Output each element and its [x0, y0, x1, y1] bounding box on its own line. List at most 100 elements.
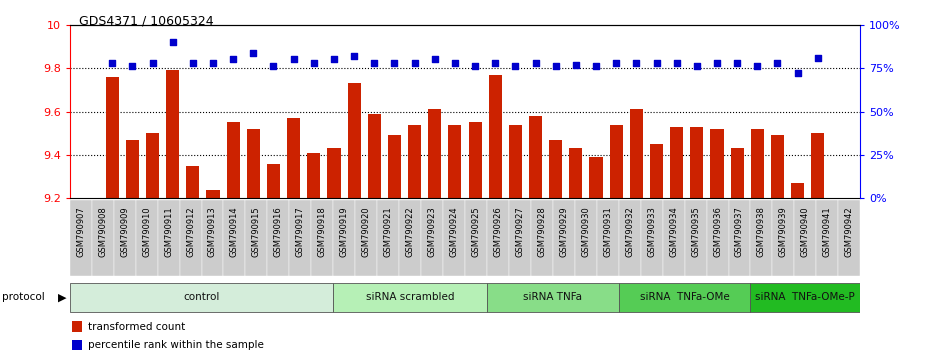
- Point: [710, 60, 724, 66]
- Point: [508, 64, 523, 69]
- Bar: [728, 200, 751, 276]
- Point: [549, 64, 564, 69]
- Text: GSM790909: GSM790909: [120, 206, 129, 257]
- Text: GSM790939: GSM790939: [779, 206, 788, 257]
- Bar: [388, 135, 401, 198]
- Point: [488, 60, 503, 66]
- Point: [125, 64, 140, 69]
- Text: GDS4371 / 10605324: GDS4371 / 10605324: [79, 14, 214, 27]
- Point: [246, 50, 260, 55]
- Bar: [202, 200, 223, 276]
- Bar: [428, 109, 442, 198]
- Bar: [610, 125, 623, 198]
- Point: [468, 64, 483, 69]
- Text: GSM790919: GSM790919: [339, 206, 349, 257]
- Bar: [671, 127, 684, 198]
- Bar: [72, 321, 82, 332]
- Bar: [552, 200, 575, 276]
- Text: GSM790926: GSM790926: [494, 206, 502, 257]
- Bar: [378, 200, 399, 276]
- Bar: [355, 200, 378, 276]
- Bar: [448, 125, 461, 198]
- Point: [206, 60, 220, 66]
- Bar: [707, 200, 728, 276]
- Text: percentile rank within the sample: percentile rank within the sample: [88, 341, 264, 350]
- Bar: [327, 148, 340, 198]
- Bar: [575, 200, 597, 276]
- Text: GSM790938: GSM790938: [757, 206, 766, 257]
- Bar: [488, 75, 502, 198]
- Bar: [509, 200, 531, 276]
- Text: GSM790908: GSM790908: [99, 206, 107, 257]
- FancyBboxPatch shape: [487, 283, 618, 312]
- Bar: [817, 200, 838, 276]
- Text: siRNA TNFa: siRNA TNFa: [524, 292, 582, 302]
- Bar: [399, 200, 421, 276]
- Bar: [312, 200, 333, 276]
- Bar: [838, 200, 860, 276]
- Point: [689, 64, 704, 69]
- Point: [528, 60, 543, 66]
- Bar: [206, 189, 219, 198]
- Text: GSM790913: GSM790913: [208, 206, 217, 257]
- Point: [730, 60, 745, 66]
- Bar: [618, 200, 641, 276]
- Bar: [811, 133, 824, 198]
- Point: [649, 60, 664, 66]
- Text: GSM790925: GSM790925: [472, 206, 481, 257]
- Text: ▶: ▶: [58, 292, 66, 302]
- Text: control: control: [183, 292, 219, 302]
- Bar: [72, 340, 82, 350]
- Text: GSM790918: GSM790918: [318, 206, 326, 257]
- Point: [347, 53, 362, 59]
- Point: [226, 57, 241, 62]
- Point: [568, 62, 583, 68]
- Text: GSM790911: GSM790911: [164, 206, 173, 257]
- Point: [670, 60, 684, 66]
- Text: GSM790916: GSM790916: [273, 206, 283, 257]
- Bar: [227, 122, 240, 198]
- Text: GSM790920: GSM790920: [362, 206, 371, 257]
- Point: [105, 60, 120, 66]
- Bar: [487, 200, 509, 276]
- Text: GSM790929: GSM790929: [559, 206, 568, 257]
- Bar: [662, 200, 684, 276]
- Text: siRNA scrambled: siRNA scrambled: [365, 292, 455, 302]
- Point: [145, 60, 160, 66]
- Bar: [70, 200, 92, 276]
- Point: [266, 64, 281, 69]
- Text: GSM790937: GSM790937: [735, 206, 744, 257]
- Bar: [751, 200, 773, 276]
- Text: GSM790912: GSM790912: [186, 206, 195, 257]
- Text: protocol: protocol: [2, 292, 45, 302]
- Bar: [569, 148, 582, 198]
- Bar: [267, 164, 280, 198]
- Bar: [367, 114, 381, 198]
- Point: [629, 60, 644, 66]
- Bar: [469, 122, 482, 198]
- Point: [366, 60, 381, 66]
- Bar: [246, 129, 259, 198]
- Text: GSM790928: GSM790928: [538, 206, 546, 257]
- Bar: [126, 140, 139, 198]
- Bar: [223, 200, 246, 276]
- Text: GSM790914: GSM790914: [230, 206, 239, 257]
- Bar: [509, 125, 522, 198]
- Bar: [794, 200, 817, 276]
- Bar: [186, 166, 199, 198]
- Text: GSM790907: GSM790907: [76, 206, 86, 257]
- Bar: [113, 200, 136, 276]
- Point: [185, 60, 200, 66]
- Bar: [146, 133, 159, 198]
- Point: [750, 64, 764, 69]
- Text: GSM790935: GSM790935: [691, 206, 700, 257]
- Text: GSM790923: GSM790923: [428, 206, 436, 257]
- Bar: [773, 200, 794, 276]
- Text: GSM790924: GSM790924: [449, 206, 458, 257]
- Bar: [348, 83, 361, 198]
- Point: [427, 57, 442, 62]
- Text: siRNA  TNFa-OMe-P: siRNA TNFa-OMe-P: [755, 292, 856, 302]
- Text: GSM790933: GSM790933: [647, 206, 657, 257]
- Text: GSM790910: GSM790910: [142, 206, 151, 257]
- Point: [326, 57, 341, 62]
